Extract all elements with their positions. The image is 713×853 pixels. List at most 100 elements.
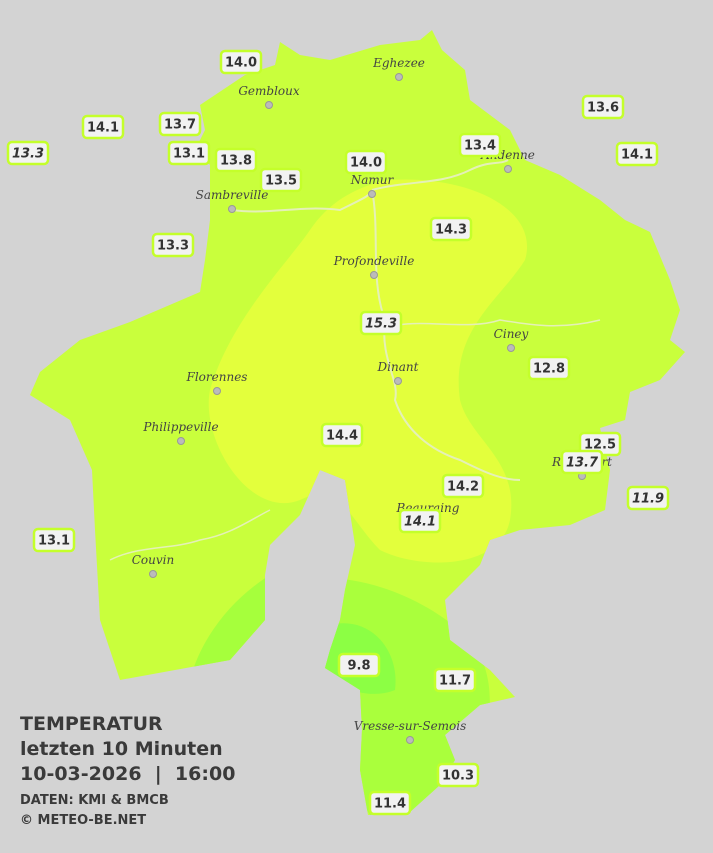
- station-value: 13.3: [12, 147, 44, 162]
- copyright: © METEO-BE.NET: [20, 813, 146, 828]
- city-label: Gembloux: [238, 84, 300, 98]
- station-box: [429, 216, 473, 242]
- station-box: [398, 508, 442, 534]
- city-dot: [406, 736, 414, 744]
- station: 11.9: [626, 485, 670, 511]
- city-dot: [395, 73, 403, 81]
- station: 11.7: [433, 667, 477, 693]
- station: 14.0: [219, 49, 263, 75]
- city-label: Namur: [350, 173, 395, 187]
- city-label: Sambreville: [196, 188, 269, 202]
- station: 10.3: [436, 762, 480, 788]
- station-box: [214, 147, 258, 173]
- station-box: [436, 762, 480, 788]
- station-value: 11.4: [374, 797, 406, 812]
- station-box: [6, 140, 50, 166]
- city-label: Dinant: [377, 360, 419, 374]
- station: 14.4: [320, 422, 364, 448]
- station: 14.1: [615, 141, 659, 167]
- city-label: Vresse-sur-Semois: [354, 719, 467, 733]
- title: TEMPERATUR: [20, 713, 163, 735]
- city-label: Ciney: [494, 327, 529, 341]
- station-box: [359, 310, 403, 336]
- station-box: [433, 667, 477, 693]
- station-box: [458, 132, 502, 158]
- station-value: 13.8: [220, 154, 252, 169]
- station-value: 13.1: [38, 534, 70, 549]
- station-layer: 14.0 14.1 13.7 13.3 13.1 13.8 13.5 14.0 13.4 13.6…: [6, 49, 670, 816]
- station: 13.1: [32, 527, 76, 553]
- city-label: Couvin: [132, 553, 174, 567]
- station: 9.8: [337, 652, 381, 678]
- station-value: 14.1: [621, 148, 653, 163]
- station-value: 14.2: [447, 480, 479, 495]
- station-value: 15.3: [365, 317, 397, 332]
- station-box: [320, 422, 364, 448]
- city-dot: [149, 570, 157, 578]
- station-box: [368, 790, 412, 816]
- city-label: Florennes: [186, 370, 248, 384]
- station-value: 12.8: [533, 362, 565, 377]
- city-layer: EghezeeGemblouxAndenneNamurSambrevillePr…: [132, 56, 612, 744]
- source: DATEN: KMI & BMCB: [20, 793, 169, 808]
- city-dot: [394, 377, 402, 385]
- city-dot: [507, 344, 515, 352]
- station-value: 13.1: [173, 147, 205, 162]
- city-dot: [368, 190, 376, 198]
- station: 11.4: [368, 790, 412, 816]
- station: 13.3: [6, 140, 50, 166]
- station-box: [441, 473, 485, 499]
- station-value: 14.1: [404, 515, 436, 530]
- station-box: [527, 355, 571, 381]
- station-box: [337, 652, 381, 678]
- station-value: 13.4: [464, 139, 496, 154]
- station-value: 14.4: [326, 429, 358, 444]
- station: 14.3: [429, 216, 473, 242]
- station-box: [167, 140, 211, 166]
- station-value: 13.6: [587, 101, 619, 116]
- station-value: 13.7: [566, 456, 599, 471]
- station: 14.1: [398, 508, 442, 534]
- city-dot: [370, 271, 378, 279]
- station-box: [219, 49, 263, 75]
- city-label: Profondeville: [333, 254, 415, 268]
- station: 14.2: [441, 473, 485, 499]
- city-dot: [228, 205, 236, 213]
- station-value: 14.0: [350, 156, 382, 171]
- station-box: [81, 114, 125, 140]
- station-value: 14.3: [435, 223, 467, 238]
- station-box: [615, 141, 659, 167]
- station-box: [158, 111, 202, 137]
- subtitle: letzten 10 Minuten: [20, 738, 223, 760]
- city-dot: [213, 387, 221, 395]
- station: 13.1: [167, 140, 211, 166]
- station: 13.3: [151, 232, 195, 258]
- station-box: [32, 527, 76, 553]
- station-value: 9.8: [347, 659, 370, 674]
- timestamp: 10-03-2026 | 16:00: [20, 763, 235, 785]
- station: 13.8: [214, 147, 258, 173]
- station: 12.5: [578, 431, 622, 457]
- station-box: [626, 485, 670, 511]
- city-label: Philippeville: [142, 420, 218, 434]
- station-value: 11.7: [439, 674, 471, 689]
- city-label: Eghezee: [372, 56, 425, 70]
- station-value: 13.3: [157, 239, 189, 254]
- city-dot: [177, 437, 185, 445]
- station-box: [259, 167, 303, 193]
- station: 14.0: [344, 149, 388, 175]
- station-value: 13.5: [265, 174, 297, 189]
- station-value: 13.7: [164, 118, 196, 133]
- station: 13.7: [560, 449, 604, 475]
- station-box: [560, 449, 604, 475]
- station: 13.4: [458, 132, 502, 158]
- station-value: 12.5: [584, 438, 616, 453]
- station: 13.7: [158, 111, 202, 137]
- station-box: [344, 149, 388, 175]
- station: 12.8: [527, 355, 571, 381]
- station: 13.5: [259, 167, 303, 193]
- station-value: 14.0: [225, 56, 257, 71]
- station-value: 14.1: [87, 121, 119, 136]
- station-value: 10.3: [442, 769, 474, 784]
